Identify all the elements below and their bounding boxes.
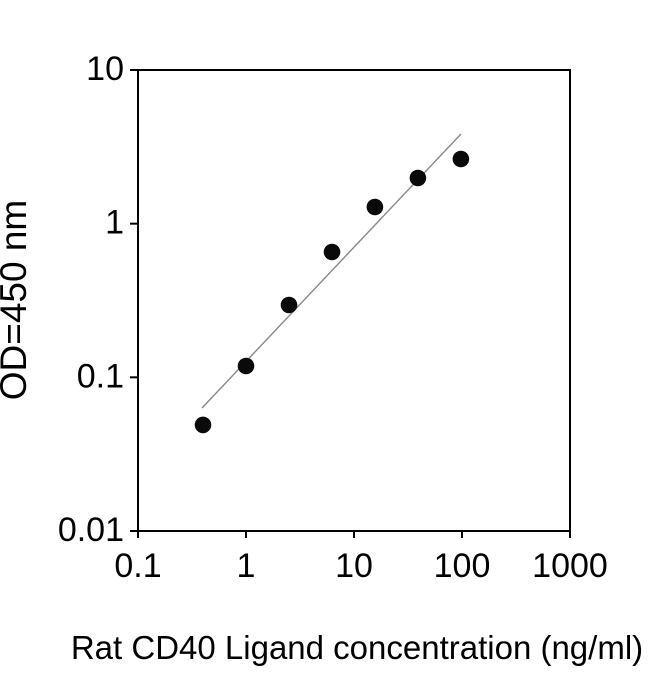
svg-text:OD=450 nm: OD=450 nm	[0, 200, 34, 401]
svg-text:0.01: 0.01	[58, 511, 124, 549]
svg-text:10: 10	[86, 50, 124, 88]
svg-text:1: 1	[237, 547, 256, 585]
svg-text:1: 1	[105, 204, 124, 242]
svg-text:10: 10	[335, 547, 373, 585]
svg-text:100: 100	[434, 547, 491, 585]
svg-text:Rat CD40 Ligand concentration: Rat CD40 Ligand concentration (ng/ml)	[71, 629, 643, 666]
svg-text:0.1: 0.1	[77, 357, 124, 395]
svg-text:0.1: 0.1	[114, 547, 161, 585]
svg-text:1000: 1000	[532, 547, 608, 585]
